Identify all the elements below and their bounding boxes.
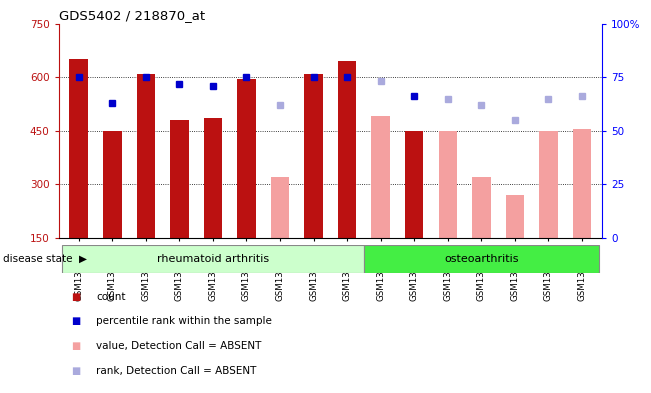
Text: disease state  ▶: disease state ▶ (3, 254, 87, 264)
Bar (405, 130, 424, 238)
Bar (338, 61, 356, 238)
Bar (305, 73, 323, 238)
Text: osteoarthritis: osteoarthritis (444, 254, 519, 264)
Bar (170, 120, 189, 238)
Bar (103, 130, 122, 238)
Text: ■: ■ (72, 366, 81, 376)
Text: percentile rank within the sample: percentile rank within the sample (96, 316, 272, 327)
Bar (271, 177, 289, 238)
Bar (62, 245, 364, 273)
Bar (506, 195, 524, 238)
Bar (539, 130, 558, 238)
Bar (472, 177, 491, 238)
Bar (237, 79, 256, 238)
Text: rank, Detection Call = ABSENT: rank, Detection Call = ABSENT (96, 366, 256, 376)
Text: ■: ■ (72, 292, 81, 302)
Text: count: count (96, 292, 126, 302)
Bar (573, 129, 591, 238)
Bar (364, 245, 599, 273)
Text: ■: ■ (72, 316, 81, 327)
Text: ■: ■ (72, 341, 81, 351)
Bar (137, 73, 155, 238)
Text: value, Detection Call = ABSENT: value, Detection Call = ABSENT (96, 341, 262, 351)
Bar (70, 59, 88, 238)
Bar (439, 130, 457, 238)
Text: rheumatoid arthritis: rheumatoid arthritis (157, 254, 269, 264)
Bar (372, 116, 390, 238)
Text: GDS5402 / 218870_at: GDS5402 / 218870_at (59, 9, 204, 22)
Bar (204, 118, 222, 238)
